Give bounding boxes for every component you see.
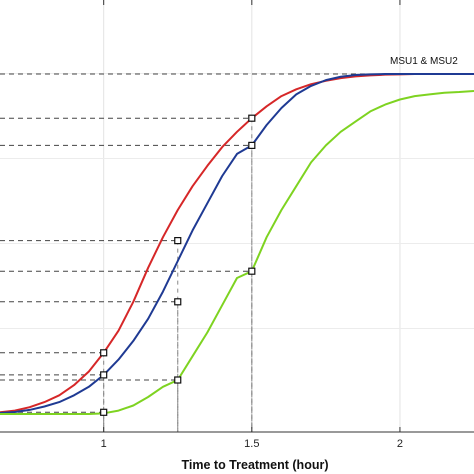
series-lines	[0, 73, 474, 415]
x-tick-label: 2	[397, 438, 403, 450]
data-marker	[248, 141, 256, 149]
series-annotation: MSU1 & MSU2	[390, 56, 458, 67]
guide-lines	[0, 73, 474, 432]
series-line-2	[0, 73, 474, 414]
data-markers	[100, 114, 256, 416]
data-marker	[174, 298, 182, 306]
data-marker	[174, 237, 182, 245]
data-marker	[100, 371, 108, 379]
data-marker	[248, 267, 256, 275]
data-marker	[248, 114, 256, 122]
x-tick-label: 1.5	[244, 438, 259, 450]
data-marker	[100, 349, 108, 357]
series-line-3	[0, 90, 474, 415]
axes	[0, 0, 474, 433]
x-axis-label: Time to Treatment (hour)	[181, 458, 328, 472]
x-tick-label: 1	[101, 438, 107, 450]
x-tick-labels: 1 1.5 2	[101, 438, 403, 450]
data-marker	[174, 376, 182, 384]
data-marker	[100, 408, 108, 416]
